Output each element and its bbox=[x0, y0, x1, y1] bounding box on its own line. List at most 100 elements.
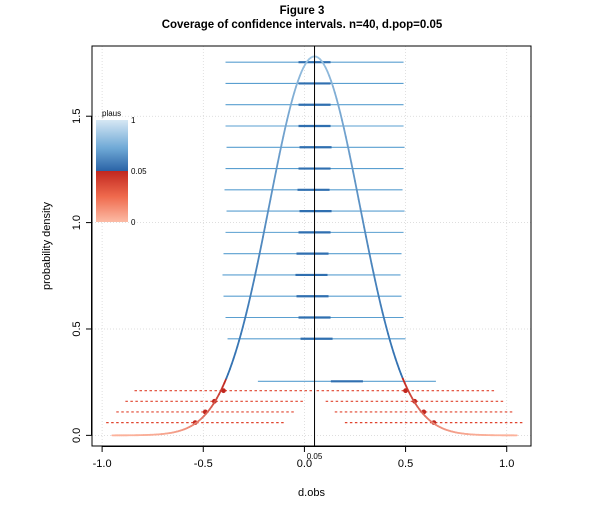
curve-segment bbox=[267, 198, 272, 210]
figure-number: Figure 3 bbox=[279, 5, 325, 17]
curve-segment bbox=[265, 207, 270, 220]
curve-segment bbox=[396, 362, 401, 370]
curve-segment bbox=[379, 304, 384, 314]
curve-segment bbox=[354, 180, 358, 192]
curve-segment bbox=[251, 279, 255, 291]
figure-subtitle: Coverage of confidence intervals. n=40, … bbox=[161, 19, 443, 31]
x-axis: -1.0 -0.5 0.0 0.5 1.0 bbox=[93, 446, 514, 470]
curve-segment bbox=[344, 135, 349, 147]
curve-segment bbox=[282, 127, 287, 138]
curve-segment bbox=[376, 288, 380, 299]
x-tick-label: 0.5 bbox=[398, 458, 413, 470]
curve-segment bbox=[230, 357, 235, 365]
curve-segment bbox=[241, 319, 246, 328]
x-axis-title: d.obs bbox=[298, 487, 325, 499]
curve-segment bbox=[365, 235, 369, 247]
curve-segment bbox=[350, 161, 355, 173]
curve-segment bbox=[361, 217, 366, 229]
x-tick-label: 1.0 bbox=[499, 458, 514, 470]
curve-segment bbox=[256, 253, 261, 265]
curve-segment bbox=[243, 311, 248, 321]
curve-segment bbox=[289, 97, 294, 107]
curve-segment bbox=[346, 144, 351, 155]
curve-segment bbox=[263, 217, 268, 229]
curve-segment bbox=[275, 161, 279, 173]
curve-segment bbox=[280, 135, 285, 147]
curve-segment bbox=[260, 235, 264, 247]
curve-segment bbox=[359, 207, 364, 220]
legend-red-bar bbox=[96, 171, 128, 222]
curve-segment bbox=[229, 362, 233, 370]
y-tick-label: 0.0 bbox=[71, 428, 83, 443]
legend: plaus 1 0.05 0 bbox=[96, 109, 147, 227]
curve-segment bbox=[387, 332, 391, 342]
curve-segment bbox=[293, 85, 298, 94]
curve-segment bbox=[236, 339, 241, 348]
legend-label-mid: 0.05 bbox=[131, 167, 147, 176]
y-axis-title: probability density bbox=[41, 201, 53, 290]
curve-segment bbox=[378, 296, 382, 306]
curve-segment bbox=[368, 253, 373, 265]
curve-segment bbox=[383, 319, 388, 328]
curve-segment bbox=[247, 296, 252, 306]
curve-segment bbox=[332, 85, 336, 94]
curve-segment bbox=[234, 345, 239, 354]
x-tick-label: -1.0 bbox=[93, 458, 112, 470]
legend-label-bottom: 0 bbox=[131, 218, 136, 227]
curve-segment bbox=[262, 226, 266, 238]
curve-segment bbox=[390, 345, 395, 354]
curve-segment bbox=[374, 279, 378, 291]
legend-title: plaus bbox=[102, 109, 121, 118]
chart-title: Figure 3 Coverage of confidence interval… bbox=[0, 4, 604, 32]
curve-segment bbox=[284, 119, 288, 130]
curve-segment bbox=[249, 288, 253, 299]
curve-segment bbox=[370, 262, 375, 274]
grid-lines bbox=[92, 46, 531, 446]
curve-segment bbox=[271, 180, 275, 192]
curve-segment bbox=[295, 79, 299, 88]
curve-segment bbox=[372, 271, 377, 282]
curve-segment bbox=[355, 189, 360, 201]
curve-segment bbox=[341, 119, 345, 130]
curve-segment bbox=[330, 79, 334, 88]
curve-segment bbox=[337, 104, 342, 114]
y-axis: 0.0 0.5 1.0 1.5 bbox=[71, 109, 92, 443]
curve-segment bbox=[357, 198, 362, 210]
plot-frame bbox=[91, 45, 532, 447]
curve-segment bbox=[232, 351, 237, 360]
y-tick-label: 0.5 bbox=[71, 321, 83, 336]
curve-segment bbox=[245, 304, 250, 314]
curve-segment bbox=[286, 112, 290, 122]
curve-segment bbox=[394, 357, 399, 365]
d-pop-label: 0.05 bbox=[307, 452, 323, 461]
curve-segment bbox=[366, 244, 371, 256]
x-tick-label: -0.5 bbox=[194, 458, 213, 470]
curve-segment bbox=[273, 170, 277, 182]
curve-segment bbox=[335, 97, 340, 107]
curve-segment bbox=[287, 104, 292, 114]
curve-segment bbox=[348, 152, 353, 164]
y-tick-label: 1.0 bbox=[71, 215, 83, 230]
curve-segment bbox=[385, 326, 389, 335]
curve-segment bbox=[339, 112, 344, 122]
curve-segment bbox=[258, 244, 263, 256]
curve-segment bbox=[363, 226, 367, 238]
legend-blue-bar bbox=[96, 120, 128, 171]
density-curve bbox=[111, 55, 518, 437]
legend-label-top: 1 bbox=[131, 116, 136, 125]
x-tick-label: 0.0 bbox=[297, 458, 312, 470]
curve-segment bbox=[291, 91, 296, 100]
curve-segment bbox=[389, 339, 393, 348]
curve-segment bbox=[343, 127, 347, 138]
curve-segment bbox=[352, 170, 356, 182]
curve-segment bbox=[269, 189, 274, 201]
y-tick-label: 1.5 bbox=[71, 109, 83, 124]
curve-segment bbox=[392, 351, 397, 360]
curve-segment bbox=[252, 271, 257, 282]
curve-segment bbox=[240, 326, 244, 335]
curve-segment bbox=[276, 152, 281, 164]
curve-segment bbox=[238, 332, 242, 342]
curve-segment bbox=[381, 311, 386, 321]
curve-segment bbox=[254, 262, 259, 274]
